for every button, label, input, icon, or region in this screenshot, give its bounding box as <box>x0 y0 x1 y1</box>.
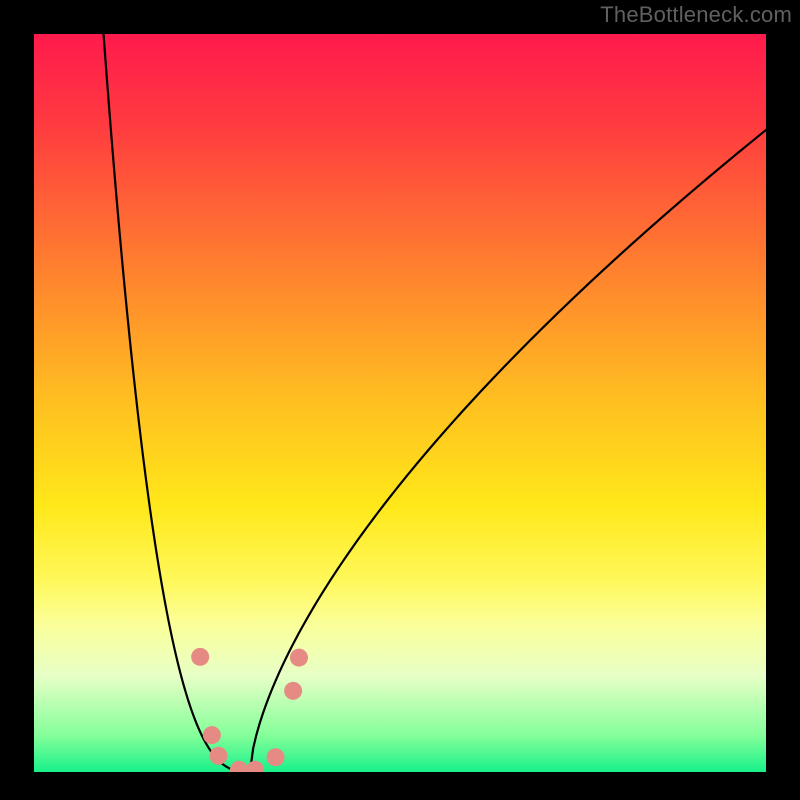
watermark-text: TheBottleneck.com <box>592 0 800 32</box>
plot-area <box>34 34 766 772</box>
marker-point <box>246 761 264 772</box>
marker-point <box>284 682 302 700</box>
marker-point <box>230 761 248 772</box>
curve-markers <box>191 648 308 772</box>
marker-point <box>290 649 308 667</box>
marker-point <box>203 726 221 744</box>
curve-layer <box>34 34 766 772</box>
marker-point <box>191 648 209 666</box>
marker-point <box>267 748 285 766</box>
marker-point <box>209 747 227 765</box>
